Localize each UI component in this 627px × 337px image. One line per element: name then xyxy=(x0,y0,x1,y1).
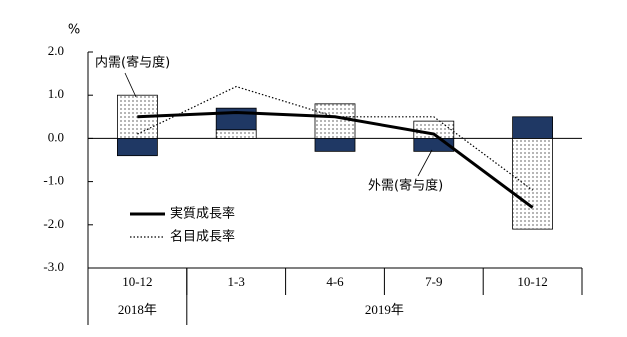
y-tick-label: -3.0 xyxy=(43,259,64,274)
legend-label: 実質成長率 xyxy=(170,206,235,222)
legend-label: 名目成長率 xyxy=(170,229,235,245)
x-tick-label: 1-3 xyxy=(228,274,245,289)
line xyxy=(137,110,534,209)
leader-line xyxy=(417,149,433,177)
y-tick-label: -2.0 xyxy=(43,216,64,231)
y-tick-label: 1.0 xyxy=(48,86,64,101)
bar xyxy=(512,116,553,139)
y-tick-label: 0.0 xyxy=(48,129,64,144)
bar xyxy=(215,129,257,139)
x-tick-label: 4-6 xyxy=(326,274,344,289)
x-group-label: 2019年 xyxy=(365,302,404,317)
leader-line xyxy=(124,72,137,98)
y-tick-label: -1.0 xyxy=(43,173,64,188)
annotation: 外需(寄与度) xyxy=(368,178,443,194)
x-tick-label: 7-9 xyxy=(425,274,442,289)
bar xyxy=(314,103,356,139)
x-tick-label: 10-12 xyxy=(122,274,152,289)
bar xyxy=(512,137,553,230)
unit-label: % xyxy=(68,23,80,38)
x-group-label: 2018年 xyxy=(118,302,157,317)
bar xyxy=(314,137,356,152)
x-tick-label: 10-12 xyxy=(517,274,547,289)
y-tick-label: 2.0 xyxy=(48,43,64,58)
annotation: 内需(寄与度) xyxy=(95,55,170,71)
bar xyxy=(117,137,158,157)
